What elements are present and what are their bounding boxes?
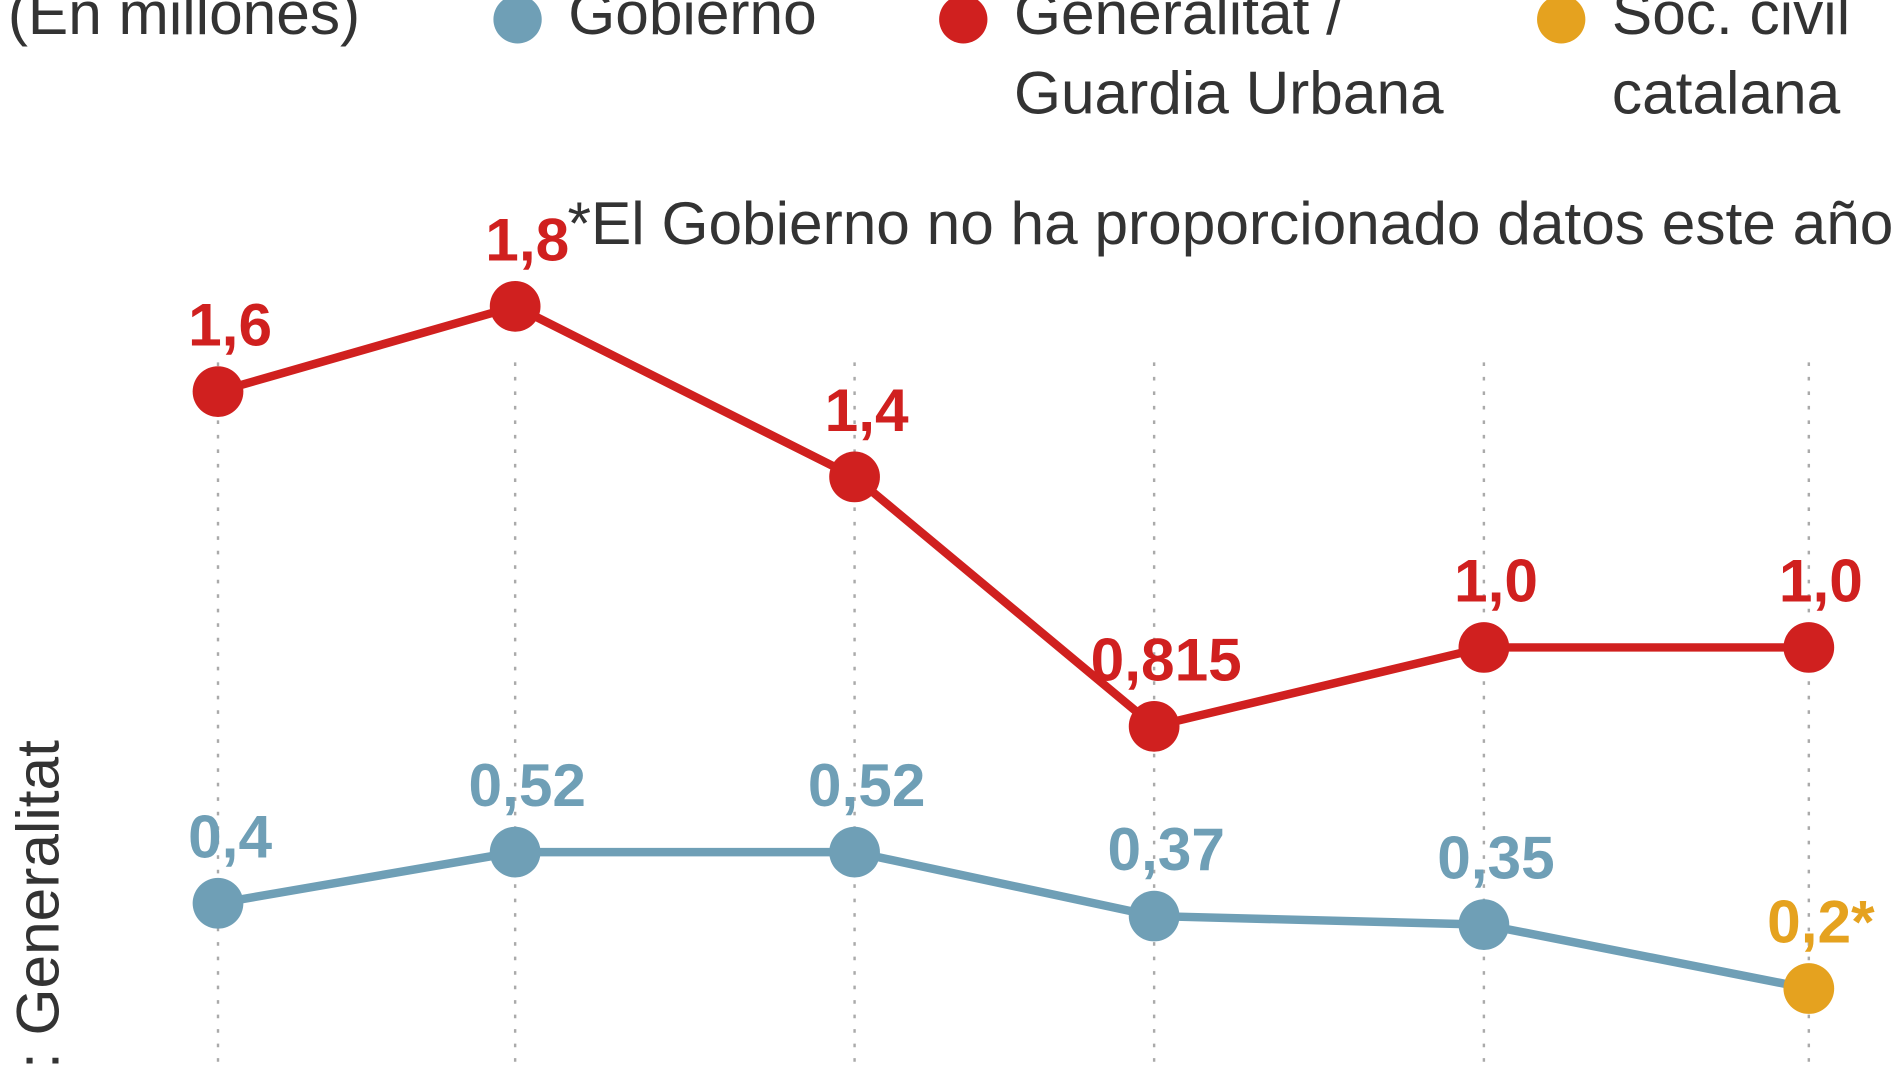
legend-swatch: [1537, 0, 1586, 44]
point: [829, 826, 880, 878]
unit-note: (En millones): [8, 0, 360, 47]
note: *El Gobierno no ha proporcionado datos e…: [568, 189, 1894, 257]
value-label: 0,815: [1091, 625, 1242, 693]
point: [1458, 899, 1510, 950]
value-label: 1,0: [1454, 547, 1538, 615]
value-label: 1,4: [825, 376, 909, 444]
value-label: 1,8: [485, 205, 569, 273]
point: [192, 877, 244, 929]
source: : Generalitat: [4, 740, 72, 1069]
point: [1783, 622, 1835, 673]
value-label: 0,52: [468, 751, 586, 819]
value-label: 0,37: [1107, 815, 1225, 883]
point: [489, 826, 541, 878]
series-line: [216, 301, 1809, 731]
value-label: 0,4: [188, 802, 272, 870]
value-label: 0,52: [808, 751, 926, 819]
legend-label: Generalitat / Guardia Urbana: [1014, 0, 1444, 127]
connector-line: [1483, 920, 1810, 993]
value-label: 1,6: [188, 291, 272, 359]
point: [1128, 890, 1180, 942]
point: [192, 366, 244, 417]
point: [829, 451, 880, 503]
legend-label: Soc. civil catalana: [1612, 0, 1850, 127]
point: [489, 280, 541, 332]
value-label: 0,35: [1437, 824, 1555, 892]
legend-swatch: [939, 0, 988, 44]
value-label: 1,0: [1779, 547, 1863, 615]
legend-label: Gobierno: [568, 0, 816, 47]
legend-swatch: [493, 0, 542, 44]
point: [1458, 622, 1510, 673]
point: [1783, 963, 1835, 1014]
point: [1128, 700, 1180, 752]
value-label: 0,2*: [1767, 888, 1875, 956]
